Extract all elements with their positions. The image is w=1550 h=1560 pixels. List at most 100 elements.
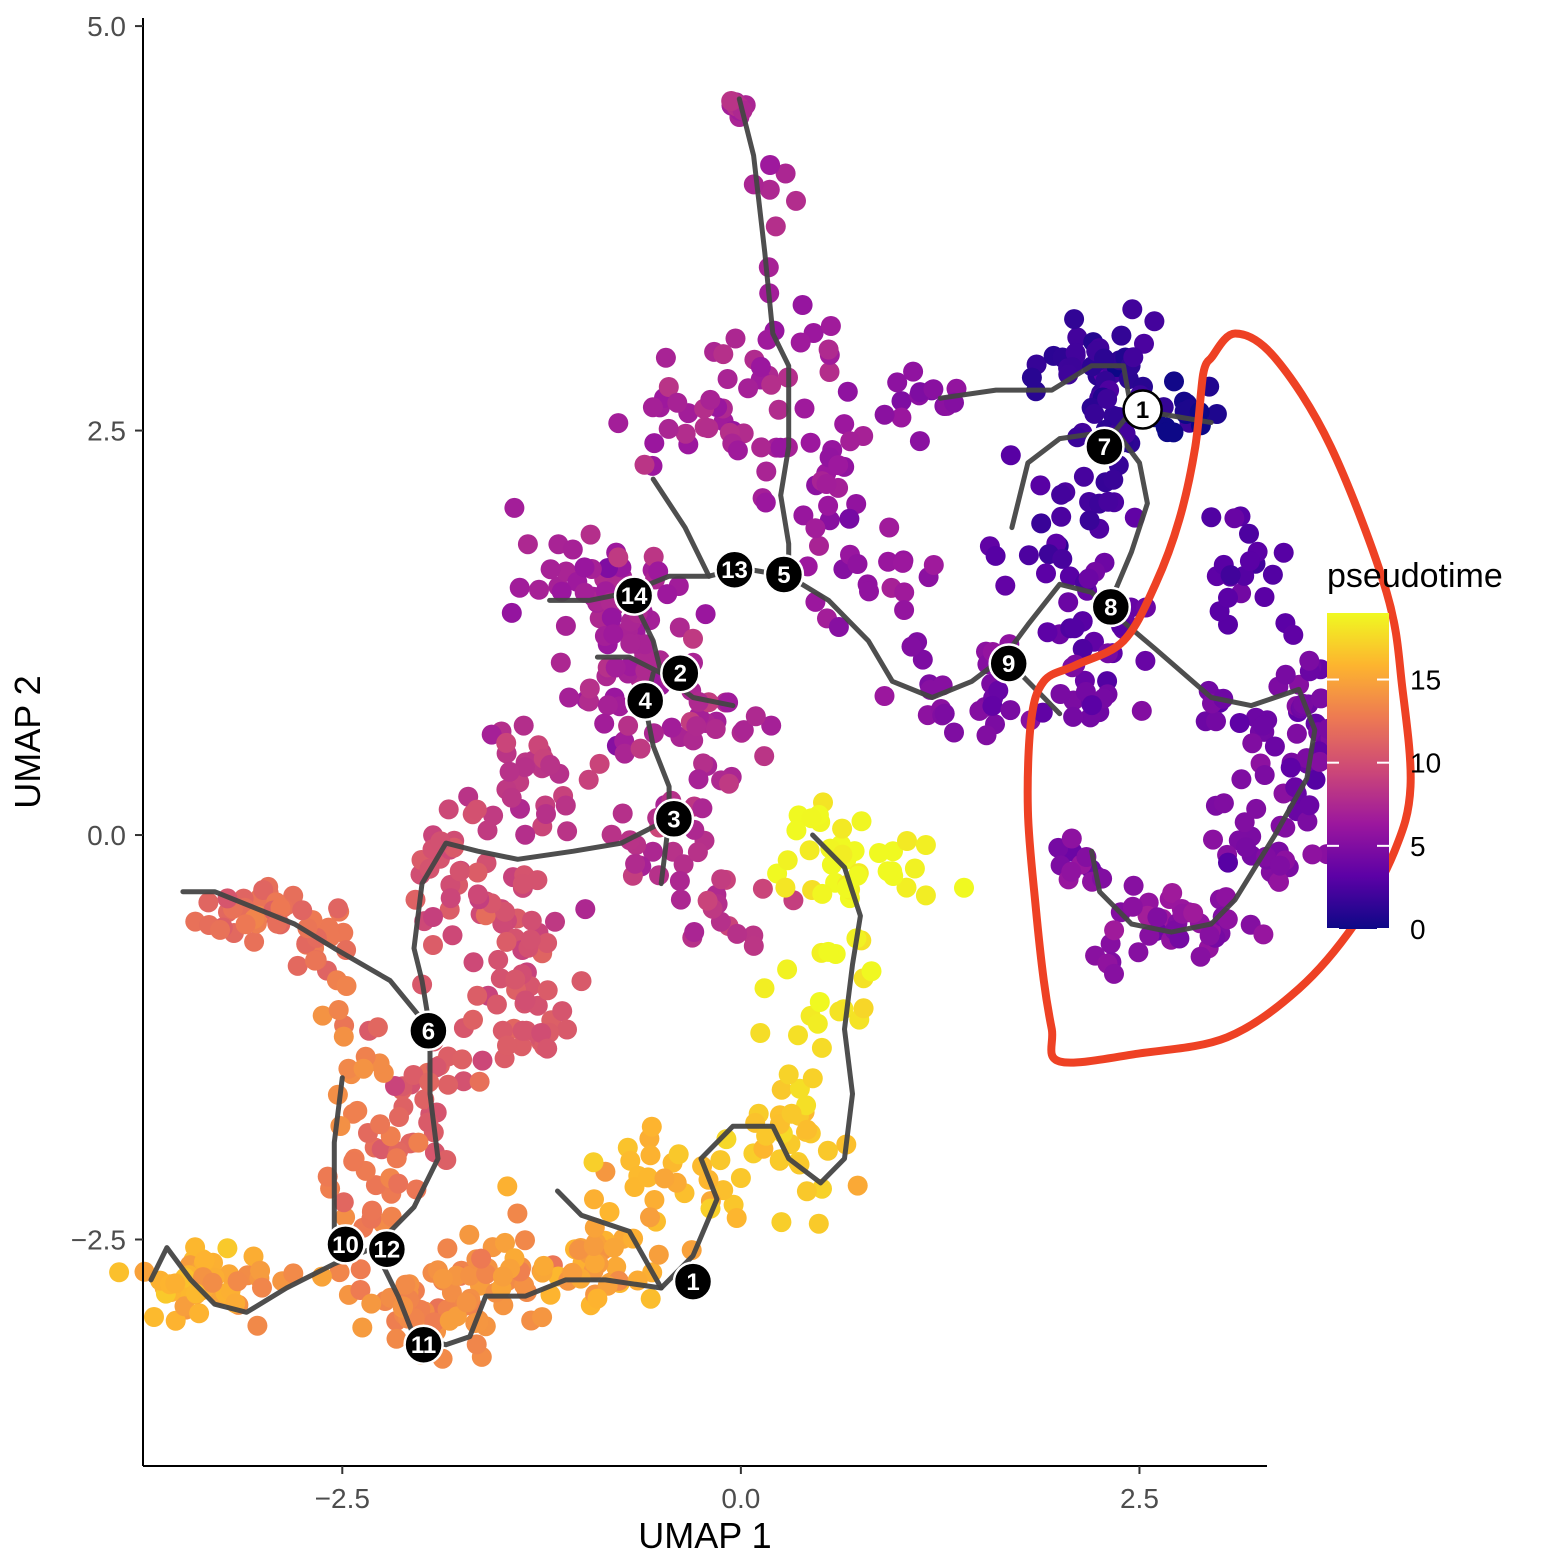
cell-point: [705, 719, 726, 739]
trajectory-segment: [650, 476, 712, 579]
cell-point: [1242, 733, 1263, 754]
cell-point: [644, 433, 665, 454]
cell-point: [638, 1167, 658, 1188]
cell-point: [799, 840, 820, 861]
cell-point: [449, 861, 470, 882]
trajectory-node-9: 9: [988, 643, 1029, 684]
cell-point: [688, 769, 709, 790]
cell-point: [944, 722, 964, 743]
cell-point: [657, 584, 678, 605]
x-tick-label: 2.5: [1120, 1483, 1159, 1514]
cell-point: [270, 897, 291, 918]
cell-point: [292, 900, 313, 921]
cell-point: [466, 1334, 487, 1355]
cell-point: [388, 1173, 409, 1194]
trajectory-segment: [148, 1026, 441, 1315]
cell-point: [716, 1129, 737, 1150]
trajectory-segment: [180, 889, 433, 1032]
cell-point: [1082, 695, 1102, 716]
cell-point: [915, 835, 936, 855]
cell-point: [812, 1178, 832, 1199]
cell-point: [1104, 920, 1125, 941]
cell-point: [700, 389, 721, 410]
cell-point: [750, 1023, 771, 1043]
cell-point: [529, 579, 549, 600]
cell-point: [496, 732, 517, 753]
cell-point: [750, 356, 771, 377]
cell-point: [698, 418, 719, 439]
cell-point: [1061, 828, 1082, 849]
cell-point: [808, 1213, 829, 1234]
node-marker: [624, 680, 666, 721]
cell-point: [788, 1025, 808, 1046]
cell-point: [686, 716, 707, 737]
cell-point: [1199, 925, 1220, 946]
node-marker: [1122, 389, 1163, 430]
colorbar-label: 15: [1410, 665, 1441, 696]
trajectory-node-1: 1: [672, 1261, 714, 1302]
cell-point: [1084, 403, 1105, 424]
cell-point: [612, 803, 633, 824]
cell-point: [684, 922, 705, 942]
cell-point: [584, 1253, 605, 1274]
cell-point: [367, 1017, 388, 1038]
trajectory-segment: [331, 1075, 345, 1251]
cell-point: [713, 344, 734, 365]
cell-point: [1131, 700, 1152, 721]
cell-point: [692, 798, 713, 819]
cell-point: [719, 773, 739, 794]
node-marker: [325, 1224, 366, 1265]
cell-point: [726, 1208, 747, 1228]
cell-point: [350, 1259, 371, 1280]
cell-point: [1144, 311, 1165, 332]
cell-point: [605, 657, 626, 678]
cell-point: [1073, 466, 1094, 487]
cell-point: [1224, 508, 1245, 529]
y-axis-title: UMAP 2: [7, 675, 48, 808]
cell-point: [1253, 715, 1274, 736]
cell-point: [818, 339, 839, 360]
node-marker: [660, 652, 701, 694]
cell-point: [1162, 883, 1183, 903]
cell-point: [630, 738, 651, 759]
cell-point: [587, 1288, 608, 1309]
cell-point: [775, 163, 796, 184]
trajectory-node-7: 7: [1084, 426, 1125, 467]
cell-point: [469, 1071, 490, 1092]
node-label: 6: [422, 1018, 435, 1045]
cell-point: [370, 1114, 391, 1135]
cell-point: [385, 1076, 405, 1096]
cell-point: [756, 1125, 777, 1146]
cell-point: [894, 600, 915, 620]
cell-point: [540, 754, 561, 775]
trajectory-segment: [736, 96, 792, 579]
cell-point: [1239, 551, 1260, 572]
cell-point: [644, 1190, 665, 1210]
trajectory-node-6: 6: [408, 1010, 449, 1052]
cell-point: [1218, 852, 1238, 873]
colorbar-label: 5: [1410, 831, 1426, 862]
cell-point: [347, 1100, 368, 1121]
cell-point: [488, 949, 509, 970]
cell-point: [658, 418, 679, 439]
cell-point: [436, 1150, 457, 1170]
cell-point: [555, 795, 576, 816]
highlight-loop: [1023, 329, 1415, 1067]
cell-point: [1299, 795, 1320, 816]
cell-point: [903, 361, 924, 382]
cell-point: [336, 976, 357, 996]
cell-point: [768, 399, 789, 420]
cell-point: [423, 935, 443, 955]
cell-point: [745, 706, 766, 727]
node-label: 2: [674, 661, 687, 688]
node-marker: [366, 1228, 408, 1270]
cell-point: [165, 1310, 186, 1331]
cell-point: [329, 1262, 350, 1283]
cell-point: [641, 1116, 662, 1137]
cell-point: [601, 607, 622, 628]
cell-point: [466, 799, 487, 820]
cell-point: [670, 889, 691, 910]
cell-point: [988, 680, 1009, 701]
x-tick-label: −2.5: [315, 1483, 370, 1514]
cell-point: [520, 929, 541, 950]
